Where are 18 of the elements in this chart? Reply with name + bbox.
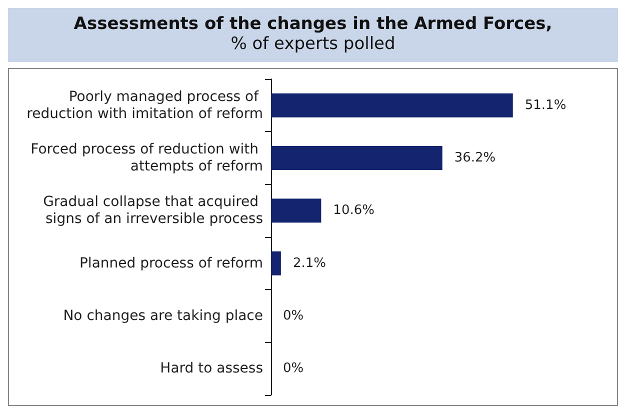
- chart-subtitle: % of experts polled: [230, 34, 396, 54]
- y-tick-label: Forced process of reduction with attempts of reform: [30, 142, 263, 174]
- data-label: 10.6%: [333, 203, 374, 218]
- data-label: 0%: [283, 308, 304, 324]
- bar: [271, 93, 513, 118]
- y-tick-label: Hard to assess: [160, 360, 263, 377]
- y-tick-label: Gradual collapse that acquired signs of an irreversible process: [43, 194, 263, 228]
- data-label: 2.1%: [292, 256, 326, 271]
- y-tick-label: Poorly managed process of reduction with imitation of reform: [26, 88, 263, 122]
- bar: [271, 251, 281, 276]
- bar: [271, 198, 322, 223]
- data-label: 51.1%: [524, 98, 566, 113]
- chart-title: Assessments of the changes in the Armed Forces,: [72, 14, 554, 34]
- bar: [271, 146, 442, 170]
- data-label: 0%: [283, 361, 304, 376]
- data-label: 36.2%: [454, 150, 496, 166]
- y-tick-label: No changes are taking place: [63, 308, 263, 324]
- y-tick-label: Planned process of reform: [79, 255, 263, 272]
